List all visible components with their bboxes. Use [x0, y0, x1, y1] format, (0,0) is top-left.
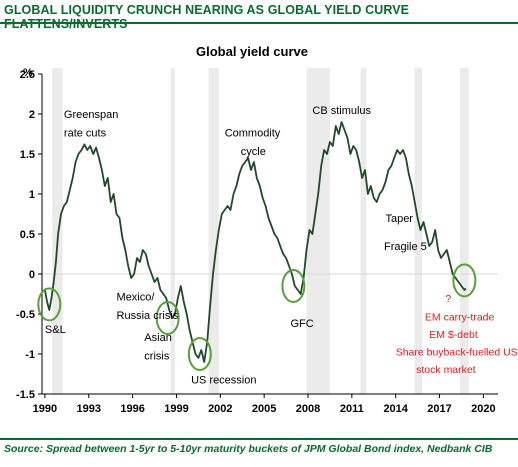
y-axis-unit: %	[23, 67, 33, 79]
annotation-label: cycle	[241, 146, 266, 158]
red-annotation-label: Share buyback-fuelled US	[396, 347, 518, 359]
series-group	[44, 121, 467, 363]
annotation-label: Asian	[144, 332, 172, 344]
x-tick-label: 2020	[471, 403, 495, 415]
x-tick-label: 2011	[340, 403, 364, 415]
annotation-label: crisis	[144, 351, 170, 363]
header: GLOBAL LIQUIDITY CRUNCH NEARING AS GLOBA…	[0, 0, 518, 31]
y-tick-label: 1.5	[20, 149, 35, 161]
highlight-circle-3	[281, 269, 306, 303]
y-axis: 2.5 2 1.5 1 0.5 0 -0.5 -1 -1.5	[16, 69, 43, 401]
annotation-label: US recession	[191, 375, 256, 387]
highlight-circle-2	[187, 337, 212, 371]
annotation-label: Russia crisis	[117, 310, 179, 322]
highlight-circle-0	[37, 287, 62, 322]
recession-band-0	[52, 68, 63, 394]
yield-curve-chart: 2.5 2 1.5 1 0.5 0 -0.5 -1 -1.5 1990 1993 1996 1999 2…	[16, 44, 518, 415]
x-tick-label: 1999	[164, 403, 188, 415]
y-tick-label: 0.5	[20, 229, 35, 241]
x-tick-label: 1996	[120, 403, 144, 415]
recession-band-4	[360, 68, 367, 394]
source-note: Source: Spread between 1-5yr to 5-10yr m…	[4, 443, 493, 455]
annotation-label: Greenspan	[64, 109, 118, 121]
annotations: Greenspan rate cuts Commodity cycle CB stimu…	[45, 105, 518, 387]
x-axis: 1990 1993 1996 1999 2002 2005 2008 2011 2014 2017…	[33, 393, 498, 415]
x-tick-label: 2005	[252, 403, 276, 415]
red-annotation-label: ?	[445, 293, 451, 305]
annotation-label: CB stimulus	[312, 105, 371, 117]
x-tick-label: 2008	[296, 403, 320, 415]
x-tick-label: 1993	[77, 403, 101, 415]
annotation-label: Fragile 5	[384, 241, 427, 253]
highlight-circle-4	[452, 263, 477, 298]
y-tick-label: 2	[29, 109, 35, 121]
annotation-label: rate cuts	[64, 127, 107, 139]
page-title: GLOBAL LIQUIDITY CRUNCH NEARING AS GLOBA…	[4, 3, 410, 31]
annotation-label: Mexico/	[117, 291, 156, 303]
red-annotation-label: EM carry-trade	[425, 311, 495, 323]
red-annotation-label: EM $-debt	[429, 329, 478, 341]
recession-band-6	[460, 68, 469, 394]
title-divider	[0, 22, 518, 24]
y-tick-label: 1	[29, 189, 35, 201]
annotation-label: S&L	[45, 324, 66, 336]
annotation-label: GFC	[290, 318, 313, 330]
chart-title: Global yield curve	[196, 44, 308, 59]
x-tick-label: 2017	[427, 403, 451, 415]
x-tick-label: 2002	[208, 403, 232, 415]
recession-band-5	[414, 68, 422, 394]
series-line-0	[44, 121, 467, 363]
highlight-circles	[37, 263, 477, 371]
annotation-label: Commodity	[225, 127, 281, 139]
red-annotation-label: stock market	[416, 364, 476, 376]
recession-band-1	[170, 68, 175, 394]
highlight-circle-1	[155, 301, 180, 335]
footer-divider	[0, 438, 518, 440]
x-tick-label: 1990	[33, 403, 57, 415]
y-tick-label: -1	[25, 349, 35, 361]
y-tick-label: 0	[29, 269, 35, 281]
x-tick-label: 2014	[383, 403, 408, 415]
y-tick-label: -1.5	[16, 389, 35, 401]
y-tick-label: -0.5	[16, 309, 35, 321]
y-tick-label: 2.5	[20, 69, 35, 81]
annotation-label: Taper	[385, 213, 413, 225]
recession-band-2	[208, 68, 219, 394]
